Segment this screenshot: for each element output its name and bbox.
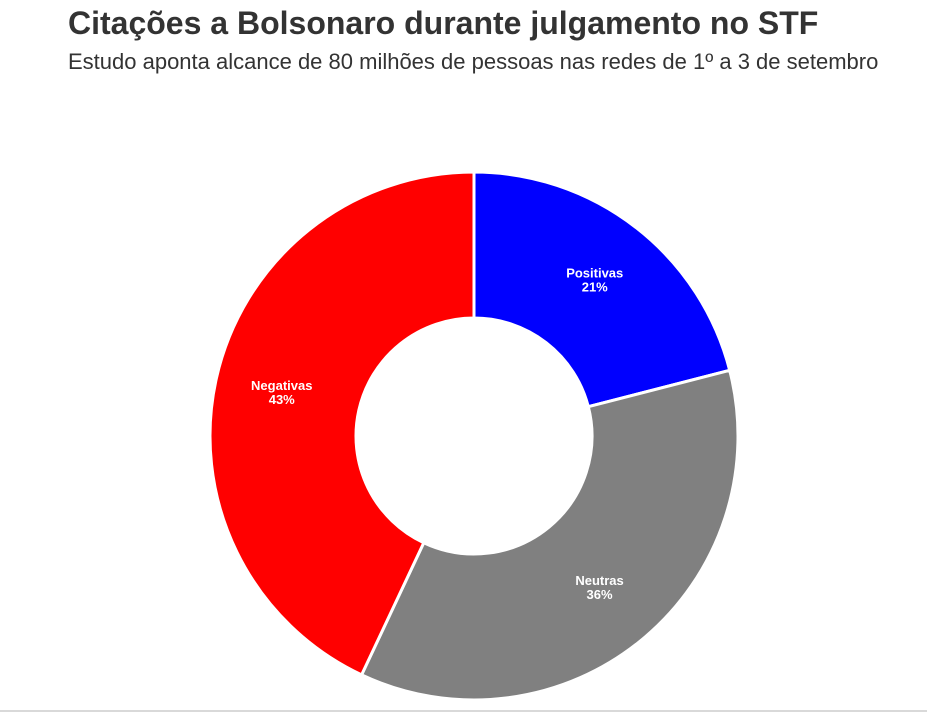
slice-value-neutras: 36% <box>587 587 613 602</box>
slice-value-positivas: 21% <box>582 279 608 294</box>
slice-label-neutras: Neutras <box>575 573 623 588</box>
slice-positivas[interactable] <box>472 170 732 409</box>
slice-label-positivas: Positivas <box>566 265 623 280</box>
chart-header: Citações a Bolsonaro durante julgamento … <box>68 4 908 76</box>
donut-slices <box>208 170 740 702</box>
chart-subtitle: Estudo aponta alcance de 80 milhões de p… <box>68 49 879 74</box>
slice-neutras[interactable] <box>360 368 740 702</box>
bottom-divider <box>0 710 927 712</box>
slice-value-negativas: 43% <box>269 392 295 407</box>
slice-label-negativas: Negativas <box>251 378 312 393</box>
chart-title: Citações a Bolsonaro durante julgamento … <box>68 5 819 41</box>
slice-negativas[interactable] <box>208 170 476 677</box>
